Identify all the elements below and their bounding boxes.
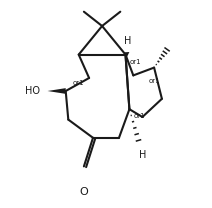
Text: or1: or1	[129, 59, 141, 65]
Text: or1: or1	[72, 80, 84, 86]
Text: or1: or1	[133, 113, 145, 119]
Polygon shape	[47, 88, 66, 94]
Text: H: H	[124, 36, 132, 46]
Text: H: H	[139, 150, 146, 160]
Text: O: O	[80, 187, 88, 197]
Text: HO: HO	[25, 86, 40, 96]
Text: or1: or1	[149, 78, 160, 84]
Polygon shape	[124, 52, 129, 57]
